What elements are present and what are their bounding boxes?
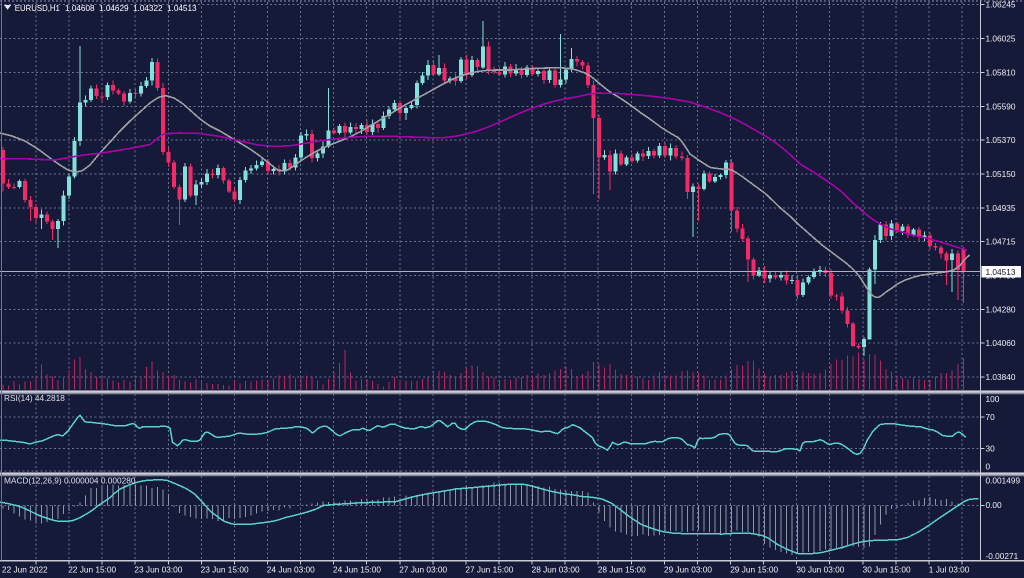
svg-text:-0.00271: -0.00271 [986, 551, 1019, 561]
svg-text:1.06245: 1.06245 [986, 0, 1016, 10]
svg-text:1.05590: 1.05590 [986, 101, 1016, 111]
svg-text:28 Jun 03:00: 28 Jun 03:00 [532, 565, 580, 575]
svg-text:1.04608: 1.04608 [65, 4, 95, 13]
svg-text:1.04513: 1.04513 [167, 4, 197, 13]
svg-text:1.04715: 1.04715 [986, 237, 1016, 247]
svg-text:MACD(12,26,9) 0.000004 0.00028: MACD(12,26,9) 0.000004 0.000280 [4, 476, 136, 486]
svg-text:1.05810: 1.05810 [986, 67, 1016, 77]
svg-text:24 Jun 03:00: 24 Jun 03:00 [267, 565, 315, 575]
svg-text:30 Jun 03:00: 30 Jun 03:00 [796, 565, 844, 575]
svg-text:28 Jun 15:00: 28 Jun 15:00 [598, 565, 646, 575]
svg-text:1.04322: 1.04322 [133, 4, 163, 13]
svg-text:29 Jun 15:00: 29 Jun 15:00 [730, 565, 778, 575]
svg-text:1.04513: 1.04513 [986, 267, 1016, 277]
svg-text:1.03840: 1.03840 [986, 372, 1016, 382]
svg-text:1.04629: 1.04629 [99, 4, 129, 13]
svg-text:1.04060: 1.04060 [986, 338, 1016, 348]
svg-text:24 Jun 15:00: 24 Jun 15:00 [333, 565, 381, 575]
svg-text:1 Jul 03:00: 1 Jul 03:00 [929, 565, 970, 575]
svg-text:100: 100 [986, 394, 1000, 404]
svg-text:1.05150: 1.05150 [986, 169, 1016, 179]
svg-text:23 Jun 03:00: 23 Jun 03:00 [134, 565, 182, 575]
svg-text:30: 30 [986, 443, 996, 453]
svg-text:0: 0 [986, 461, 991, 471]
svg-text:29 Jun 03:00: 29 Jun 03:00 [664, 565, 712, 575]
svg-text:0.00: 0.00 [986, 500, 1003, 510]
svg-text:1.05370: 1.05370 [986, 135, 1016, 145]
svg-text:22 Jun 15:00: 22 Jun 15:00 [68, 565, 116, 575]
svg-text:1.04280: 1.04280 [986, 304, 1016, 314]
svg-text:RSI(14) 44.2818: RSI(14) 44.2818 [4, 393, 65, 403]
svg-text:EURUSD,H1: EURUSD,H1 [15, 4, 60, 13]
svg-text:70: 70 [986, 412, 996, 422]
svg-text:27 Jun 15:00: 27 Jun 15:00 [465, 565, 513, 575]
svg-text:1.04935: 1.04935 [986, 203, 1016, 213]
svg-text:27 Jun 03:00: 27 Jun 03:00 [399, 565, 447, 575]
svg-text:22 Jun 2022: 22 Jun 2022 [2, 565, 48, 575]
svg-text:1.06025: 1.06025 [986, 34, 1016, 44]
svg-text:0.001499: 0.001499 [986, 475, 1021, 485]
svg-text:23 Jun 15:00: 23 Jun 15:00 [201, 565, 249, 575]
svg-text:30 Jun 15:00: 30 Jun 15:00 [863, 565, 911, 575]
